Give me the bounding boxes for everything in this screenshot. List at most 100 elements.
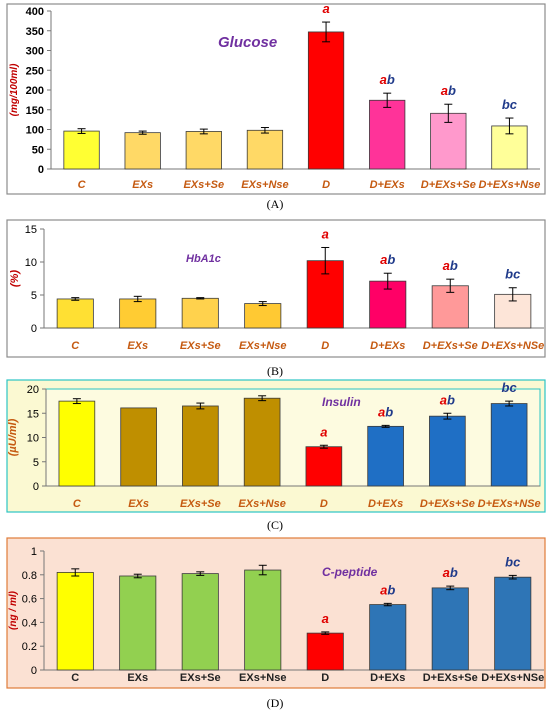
x-tick-label: D+EXs+NSe: [481, 672, 544, 684]
bar-D: [306, 632, 344, 671]
x-tick-label: D+EXs+Se: [423, 340, 478, 352]
y-tick-label: 150: [26, 105, 44, 117]
y-tick-label: 5: [31, 290, 37, 302]
x-tick-label: EXs+Se: [180, 498, 221, 510]
chart-title: C-peptide: [322, 565, 378, 579]
y-tick-label: 5: [33, 457, 39, 469]
y-axis-label: (mg/100ml): [9, 63, 20, 116]
x-tick-label: C: [73, 498, 82, 510]
x-tick-label: D+EXs+Nse: [479, 179, 541, 191]
x-tick-label: EXs+Se: [183, 179, 224, 191]
y-tick-label: 50: [32, 144, 44, 156]
x-tick-label: C: [78, 179, 87, 191]
significance-label: ab: [380, 72, 395, 87]
y-tick-label: 350: [26, 26, 44, 38]
bar-C: [58, 400, 96, 487]
x-tick-label: C: [71, 672, 79, 684]
panel-caption-d: (D): [266, 696, 284, 710]
y-tick-label: 20: [27, 384, 39, 396]
significance-label: ab: [441, 83, 456, 98]
x-tick-label: D+EXs+Se: [423, 672, 478, 684]
significance-label: a: [322, 611, 329, 626]
significance-label: a: [320, 424, 327, 439]
x-tick-label: EXs+Nse: [239, 672, 286, 684]
bar-D+EXs+Se: [429, 415, 466, 487]
significance-label: bc: [502, 380, 518, 395]
bar-C: [56, 572, 94, 671]
y-tick-label: 100: [26, 125, 44, 137]
chart-panel-d: 0 0.2 0.4 0.6 0.8 1 (ng / ml) C-peptide C EXs EXs+…: [6, 537, 546, 689]
y-tick-label: 400: [26, 6, 44, 18]
y-tick-label: 1: [31, 546, 37, 558]
chart-title: Glucose: [218, 34, 277, 51]
y-tick-label: 200: [26, 85, 44, 97]
x-tick-label: D+EXs+NSe: [478, 498, 541, 510]
bar-EXs+Se: [182, 405, 219, 487]
significance-label: ab: [443, 258, 458, 273]
y-axis-label: (µU/ml): [7, 418, 19, 456]
bar-EXs: [119, 298, 157, 329]
x-tick-label: D+EXs: [370, 340, 405, 352]
bar-D+EXs+Se: [431, 587, 469, 671]
y-tick-label: 15: [25, 224, 37, 236]
chart-title: Insulin: [322, 395, 361, 409]
y-axis-label: (ng / ml): [8, 590, 19, 630]
significance-label: ab: [378, 404, 393, 419]
panel-caption-a: (A): [266, 197, 284, 211]
x-tick-label: EXs+Nse: [241, 179, 288, 191]
panel-caption-c: (C): [267, 518, 283, 532]
x-tick-label: D: [321, 672, 329, 684]
x-tick-label: EXs+Se: [180, 672, 221, 684]
bar-EXs+Nse: [244, 303, 282, 329]
bar-EXs+Nse: [246, 129, 284, 170]
bar-EXs+Se: [181, 573, 219, 671]
bar-D+EXs+NSe: [490, 403, 528, 487]
significance-label: ab: [443, 565, 458, 580]
y-tick-label: 10: [25, 257, 37, 269]
y-tick-label: 0: [38, 164, 44, 176]
significance-label: ab: [380, 582, 395, 597]
panel-caption-b: (B): [267, 364, 283, 378]
bar-D+EXs+NSe: [494, 576, 532, 671]
bar-EXs: [120, 407, 157, 487]
bar-EXs: [119, 575, 157, 671]
bar-D+EXs: [369, 604, 407, 671]
bar-D: [307, 31, 345, 170]
bar-C: [63, 130, 100, 170]
chart-panel-b: 0 5 10 15 (%) HbA1c C EXs EXs+Se EXs+Nse Da D+EXs ab…: [6, 219, 546, 358]
x-tick-label: D+EXs: [368, 498, 403, 510]
plot-area: [45, 388, 541, 487]
significance-label: a: [322, 226, 329, 241]
bar-EXs: [124, 132, 161, 170]
x-tick-label: EXs: [127, 672, 148, 684]
y-tick-label: 0.8: [22, 570, 37, 582]
significance-label: ab: [440, 392, 455, 407]
significance-label: bc: [505, 267, 521, 282]
bar-D+EXs: [369, 99, 406, 170]
y-axis-label: (%): [9, 270, 21, 287]
bar-EXs+Se: [185, 131, 222, 170]
x-tick-label: D: [320, 498, 328, 510]
x-tick-label: D: [321, 340, 329, 352]
y-tick-label: 0.4: [22, 617, 37, 629]
y-tick-label: 0.2: [22, 641, 37, 653]
bar-EXs+Nse: [244, 569, 282, 671]
bar-EXs+Se: [181, 297, 219, 329]
x-tick-label: EXs+Se: [180, 340, 221, 352]
y-tick-label: 15: [27, 408, 39, 420]
x-tick-label: EXs: [132, 179, 153, 191]
chart-title: HbA1c: [186, 253, 221, 265]
x-tick-label: D+EXs+NSe: [481, 340, 544, 352]
bar-C: [56, 298, 94, 329]
significance-label: ab: [380, 252, 395, 267]
y-tick-label: 0: [31, 323, 37, 335]
y-tick-label: 250: [26, 65, 44, 77]
x-tick-label: D+EXs+Se: [420, 498, 475, 510]
x-tick-label: C: [71, 340, 80, 352]
significance-label: a: [322, 1, 329, 16]
x-tick-label: EXs: [128, 498, 149, 510]
x-tick-label: EXs+Nse: [239, 340, 286, 352]
x-tick-label: D: [322, 179, 330, 191]
y-tick-label: 10: [27, 433, 39, 445]
